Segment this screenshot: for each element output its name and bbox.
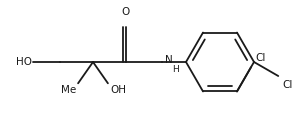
Text: HO: HO (16, 57, 32, 67)
Text: H: H (172, 65, 179, 74)
Text: Me: Me (61, 85, 76, 95)
Text: OH: OH (110, 85, 126, 95)
Text: Cl: Cl (255, 53, 265, 63)
Text: O: O (122, 7, 130, 17)
Text: Cl: Cl (282, 80, 293, 90)
Text: N: N (165, 55, 173, 65)
